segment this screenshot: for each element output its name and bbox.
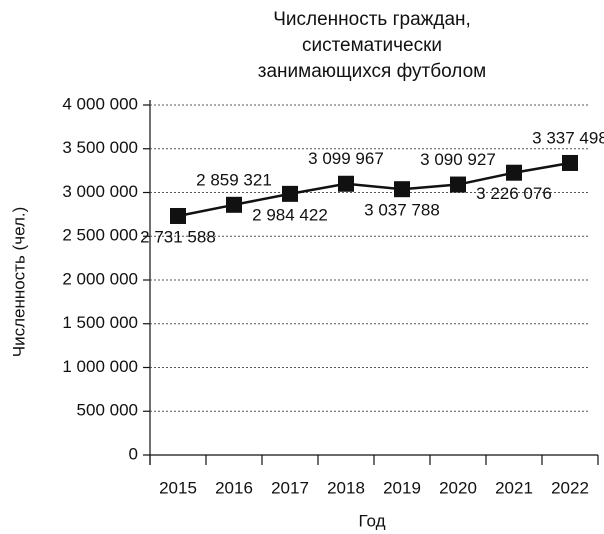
chart-title: занимающихся футболом [258,61,486,82]
chart-title: Численность граждан, [273,9,471,30]
marker [394,181,410,198]
marker [562,154,578,171]
y-tick-label: 3 500 000 [62,138,138,157]
data-label: 2 984 422 [252,205,328,224]
x-tick-label: 2015 [159,478,197,497]
marker [450,176,466,193]
x-axis-label: Год [358,511,385,530]
x-tick-label: 2018 [327,478,365,497]
y-tick-label: 1 000 000 [62,357,138,376]
x-tick-label: 2017 [271,478,309,497]
x-tick-label: 2022 [551,478,589,497]
data-label: 3 099 967 [308,149,384,168]
y-tick-label: 3 000 000 [62,182,138,201]
x-tick-label: 2020 [439,478,477,497]
data-label: 3 090 927 [420,150,496,169]
y-tick-label: 4 000 000 [62,94,138,113]
data-label: 3 037 788 [364,201,440,220]
line [177,161,571,218]
data-label: 2 731 588 [140,227,216,246]
y-tick-label: 2 500 000 [62,226,138,245]
data-label: 3 226 076 [476,184,552,203]
data-label: 3 337 498 [532,128,604,147]
y-tick-label: 0 [129,444,138,463]
marker [170,207,186,224]
x-tick-label: 2016 [215,478,253,497]
x-tick-label: 2019 [383,478,421,497]
marker [506,164,522,181]
y-tick-label: 500 000 [77,401,138,420]
y-axis-label: Численность (чел.) [9,207,28,358]
data-label: 2 859 321 [196,170,272,189]
y-tick-label: 2 000 000 [62,269,138,288]
y-tick-label: 1 500 000 [62,313,138,332]
x-tick-label: 2021 [495,478,533,497]
marker [338,175,354,192]
marker [282,185,298,202]
chart-title: систематически [302,35,442,56]
marker [226,196,242,213]
